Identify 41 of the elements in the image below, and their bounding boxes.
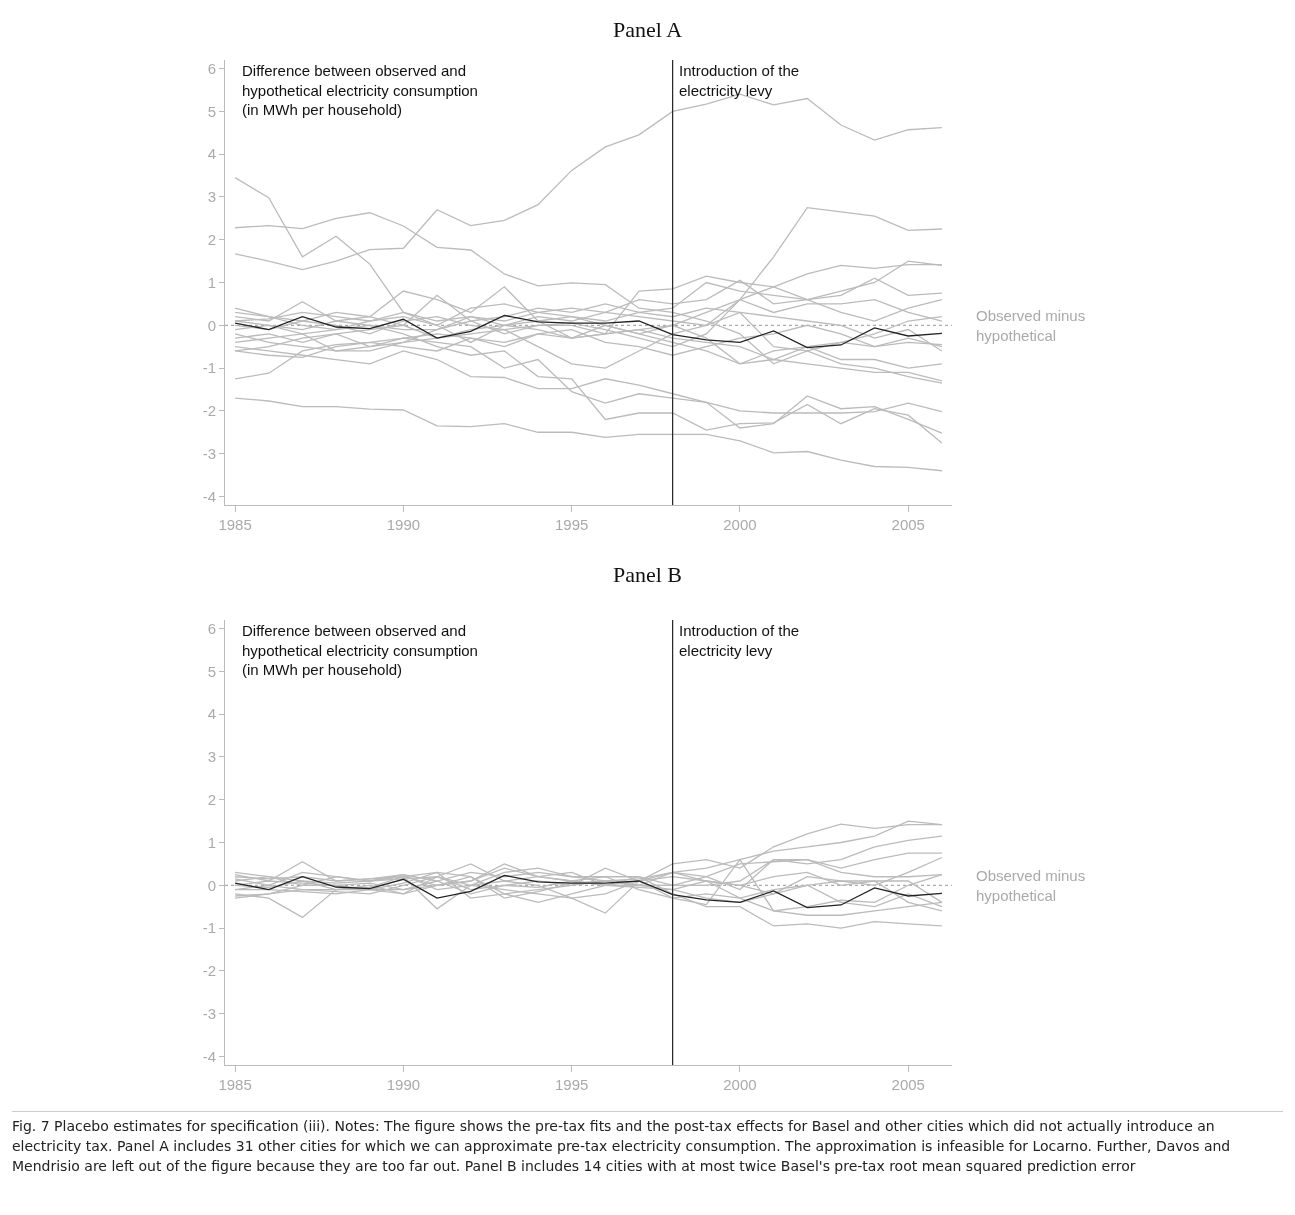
y-tick-label: -1: [202, 359, 216, 377]
y-tick-label: -3: [202, 1004, 216, 1022]
y-tick-label: 6: [207, 59, 216, 77]
x-tick-label: 1995: [554, 1076, 589, 1093]
y-tick-label: -2: [202, 402, 216, 420]
y-tick-label: 1: [207, 833, 216, 851]
y-tick-label: -3: [202, 444, 216, 462]
y-axis-title: Difference between observed and hypothetical electricity consumption (in MWh per household): [242, 62, 478, 118]
y-tick-label: 0: [207, 876, 216, 894]
y-tick-label: -4: [202, 1047, 216, 1065]
ref-line-label: Introduction of the electricity levy: [679, 62, 800, 99]
caption: Fig. 7 Placebo estimates for specification (iii). Notes: The figure shows the pre-tax fits and the post-tax effects for Basel and other cities which did not actually introduce an electricity tax. Panel A includes 31 other cities for which we can approximate pre-tax electricity consumption. The approximation is infeasible for Locarno. Further, Davos and Mendrisio are left out of the figure because they are too far out. Panel B includes 14 cities with at most twice Basel's pre-tax root mean squared prediction error: [12, 1111, 1283, 1176]
y-tick-label: 6: [207, 619, 216, 637]
ref-line-label: Introduction of the electricity levy: [679, 622, 800, 659]
y-tick-label: 4: [207, 145, 216, 163]
y-tick-label: 2: [207, 790, 216, 808]
text: Observed minus hypothetical: [976, 867, 1086, 904]
x-tick-label: 1985: [218, 1076, 252, 1093]
y-tick-label: 0: [207, 316, 216, 334]
x-tick-label: 2005: [891, 516, 925, 533]
x-tick-label: 2000: [723, 516, 757, 533]
x-tick-label: 1985: [218, 516, 252, 533]
y-axis-title: Difference between observed and hypothetical electricity consumption (in MWh per household): [242, 622, 478, 678]
x-tick-label: 2000: [723, 1076, 757, 1093]
y-tick-label: -2: [202, 962, 216, 980]
x-tick-label: 1990: [386, 516, 421, 533]
y-tick-label: 3: [207, 188, 216, 206]
y-tick-label: 5: [207, 662, 216, 680]
x-tick-label: 1990: [386, 1076, 421, 1093]
text: Observed minus hypothetical: [976, 307, 1086, 344]
x-tick-label: 2005: [891, 1076, 925, 1093]
y-tick-label: 3: [207, 748, 216, 766]
y-tick-label: 2: [207, 230, 216, 248]
y-tick-label: 4: [207, 705, 216, 723]
chart-title: Panel B: [612, 562, 683, 588]
chart-title: Panel A: [612, 17, 683, 43]
x-tick-label: 1995: [554, 516, 589, 533]
y-tick-label: -1: [202, 919, 216, 937]
y-tick-label: 5: [207, 102, 216, 120]
y-tick-label: -4: [202, 487, 216, 505]
y-tick-label: 1: [207, 273, 216, 291]
